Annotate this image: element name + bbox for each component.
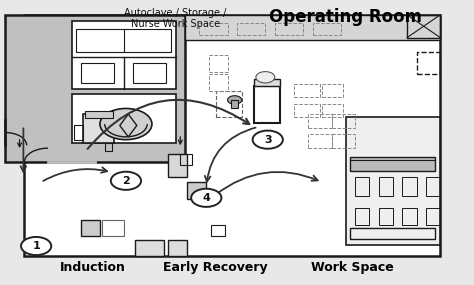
Bar [346,117,440,245]
Bar [331,114,355,128]
Bar [308,134,331,148]
Bar [355,176,369,196]
Circle shape [191,189,221,207]
Bar [379,208,393,225]
Text: 2: 2 [122,176,130,186]
Bar [83,114,114,142]
Bar [185,15,440,40]
Bar [322,84,343,97]
Bar [322,104,343,117]
Bar [209,55,228,72]
Bar [402,176,417,196]
Circle shape [100,109,152,140]
Bar [237,23,265,35]
Text: Induction: Induction [60,261,126,274]
Bar [417,52,440,74]
Bar [402,208,417,225]
Text: 1: 1 [32,241,40,251]
Bar [426,208,440,225]
Text: Autoclave / Storage /
Nurse Work Space: Autoclave / Storage / Nurse Work Space [124,8,227,29]
Bar [294,104,319,117]
Bar [74,125,83,140]
Bar [168,154,187,176]
Bar [81,63,114,83]
Bar [308,114,331,128]
Bar [313,23,341,35]
Bar [199,23,228,35]
Circle shape [256,72,275,83]
Bar [180,154,192,165]
Bar [407,15,440,38]
Text: 4: 4 [202,193,210,203]
Circle shape [228,96,242,104]
Bar [76,29,171,52]
Bar [254,86,280,123]
Bar [355,208,369,225]
Bar [331,134,355,148]
Bar [216,91,242,117]
Circle shape [111,172,141,190]
Circle shape [253,131,283,149]
Bar [81,221,100,236]
Bar [105,142,112,151]
Text: 3: 3 [264,135,272,145]
Bar [275,23,303,35]
Bar [136,240,164,256]
Bar [168,240,187,256]
Circle shape [21,237,51,255]
Text: Work Space: Work Space [311,261,394,274]
Bar [254,79,280,86]
Bar [211,225,225,236]
Text: Operating Room: Operating Room [269,8,422,26]
Bar [5,15,185,162]
Bar [231,100,238,109]
Bar [24,15,440,256]
Bar [102,221,124,236]
Bar [379,176,393,196]
Text: Early Recovery: Early Recovery [164,261,268,274]
Bar [294,84,319,97]
Bar [85,111,113,118]
Bar [133,63,166,83]
Bar [426,176,440,196]
Bar [209,74,228,91]
Bar [350,157,436,171]
Bar [350,228,436,239]
Bar [72,21,175,89]
Bar [187,182,206,199]
Bar [72,94,175,142]
